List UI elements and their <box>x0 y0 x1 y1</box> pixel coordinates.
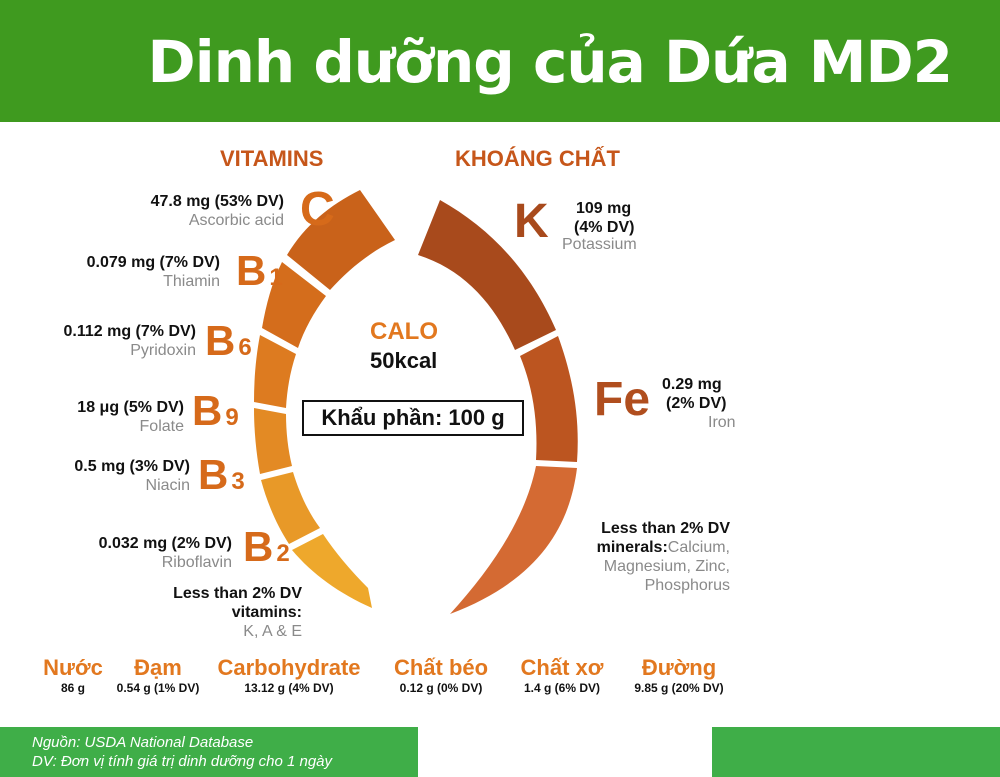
footer-bar-right <box>712 727 1000 777</box>
footer-source: Nguồn: USDA National Database <box>32 734 254 751</box>
vitamin-c-segment <box>287 190 395 290</box>
minerals-heading: KHOÁNG CHẤT <box>455 146 620 171</box>
calories-label: CALO <box>370 318 438 345</box>
vitamin-c-symbol: C <box>300 183 335 236</box>
vitamin-c-info: 47.8 mg (53% DV) Ascorbic acid <box>150 193 284 229</box>
calories-value: 50kcal <box>370 348 438 373</box>
nutrient-protein: Đạm 0.54 g (1% DV) <box>116 655 200 696</box>
footer-notes: Nguồn: USDA National Database DV: Đơn vị… <box>32 733 332 771</box>
vitamin-b1-segment <box>262 262 326 348</box>
vitamin-b3-info: 0.5 mg (3% DV) Niacin <box>74 458 190 494</box>
vitamin-b6-segment <box>254 335 296 408</box>
mineral-k-info: 109 mg (4% DV) Potassium <box>562 200 637 253</box>
mineral-other-segment <box>450 466 577 614</box>
footer-bar-left <box>0 727 418 777</box>
nutrient-fiber: Chất xơ 1.4 g (6% DV) <box>520 655 604 696</box>
vitamin-b1-info: 0.079 mg (7% DV) Thiamin <box>86 254 220 290</box>
vitamins-other-info: Less than 2% DV vitamins: K, A & E <box>173 585 302 640</box>
nutrient-carbohydrate: Carbohydrate 13.12 g (4% DV) <box>217 655 361 696</box>
mineral-fe-symbol: Fe <box>594 373 651 426</box>
footer-dv-note: DV: Đơn vị tính giá trị dinh dưỡng cho 1… <box>32 753 333 770</box>
mineral-k-symbol: K <box>514 195 549 248</box>
vitamin-b9-segment <box>254 408 292 474</box>
mineral-k-segment <box>418 200 556 350</box>
nutrient-water: Nước 86 g <box>43 655 103 696</box>
nutrient-fat: Chất béo 0.12 g (0% DV) <box>393 655 489 696</box>
header-bar <box>0 0 1000 122</box>
nutrient-sugar: Đường 9.85 g (20% DV) <box>634 655 724 696</box>
vitamin-b3-segment <box>261 472 320 544</box>
minerals-other-info: Less than 2% DV minerals:Calcium, Magnes… <box>596 520 730 594</box>
page-title: Dinh dưỡng của Dứa MD2 <box>147 28 953 96</box>
mineral-fe-segment <box>520 336 578 462</box>
vitamin-b6-info: 0.112 mg (7% DV) Pyridoxin <box>63 323 197 359</box>
vitamin-b2-segment <box>292 534 372 608</box>
vitamins-heading: VITAMINS <box>220 146 324 171</box>
mineral-fe-info: 0.29 mg (2% DV) Iron <box>662 376 736 431</box>
vitamin-b2-info: 0.032 mg (2% DV) Riboflavin <box>98 535 232 571</box>
serving-size-box: Khẩu phần: 100 g <box>302 400 524 436</box>
vitamin-b9-info: 18 μg (5% DV) Folate <box>77 399 184 435</box>
